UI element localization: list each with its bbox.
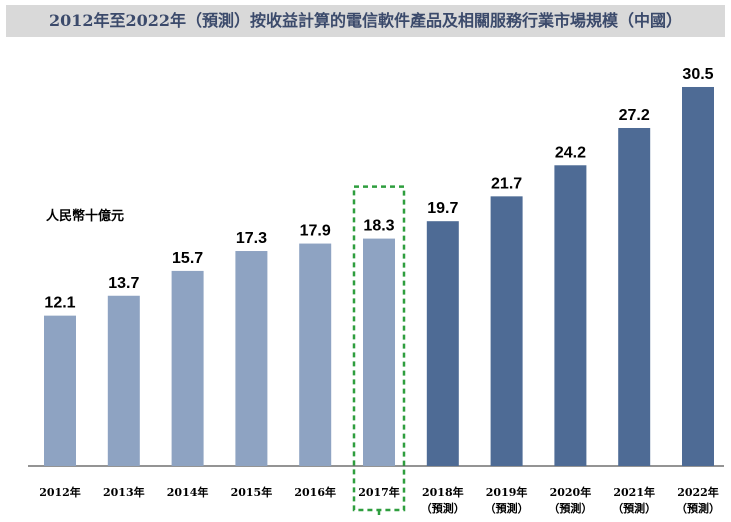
chart-title: 2012年至2022年（預測）按收益計算的電信軟件產品及相關服務行業市場規模（中… — [48, 11, 683, 30]
value-label-6: 19.7 — [427, 200, 458, 217]
x-tick-note-10: （預測） — [676, 501, 720, 515]
x-tick-10: 2022年 — [677, 485, 719, 499]
x-tick-7: 2019年 — [486, 485, 528, 499]
bar-4 — [299, 243, 332, 466]
x-tick-3: 2015年 — [231, 485, 273, 499]
bar-6 — [426, 221, 459, 466]
value-label-4: 17.9 — [300, 223, 331, 240]
value-label-0: 12.1 — [44, 295, 75, 312]
x-tick-5: 2017年 — [358, 485, 400, 499]
value-label-2: 15.7 — [172, 250, 203, 267]
x-tick-4: 2016年 — [294, 485, 336, 499]
x-tick-2: 2014年 — [167, 485, 209, 499]
bar-10 — [682, 86, 714, 466]
bar-8 — [554, 165, 587, 467]
bar-2 — [171, 270, 204, 466]
x-tick-note-7: （預測） — [485, 501, 529, 515]
value-label-1: 13.7 — [108, 275, 139, 292]
bar-7 — [490, 196, 523, 466]
bar-9 — [618, 127, 651, 467]
bar-1 — [107, 295, 140, 466]
x-tick-9: 2021年 — [613, 485, 655, 499]
unit-label: 人民幣十億元 — [46, 209, 125, 224]
value-label-8: 24.2 — [555, 144, 586, 161]
x-tick-0: 2012年 — [39, 485, 81, 499]
x-tick-note-9: （預測） — [612, 501, 656, 515]
value-label-9: 27.2 — [619, 107, 650, 124]
title-bar: 2012年至2022年（預測）按收益計算的電信軟件產品及相關服務行業市場規模（中… — [6, 5, 725, 37]
x-tick-1: 2013年 — [103, 485, 145, 499]
x-tick-note-6: （預測） — [421, 501, 465, 515]
bar-0 — [44, 315, 76, 466]
x-tick-6: 2018年 — [422, 485, 464, 499]
value-label-7: 21.7 — [491, 175, 522, 192]
value-label-5: 18.3 — [363, 218, 394, 235]
value-label-10: 30.5 — [682, 66, 713, 83]
x-tick-note-8: （預測） — [548, 501, 592, 515]
value-label-3: 17.3 — [236, 230, 267, 247]
bar-5 — [363, 238, 395, 466]
bar-3 — [235, 251, 268, 466]
x-tick-8: 2020年 — [550, 485, 592, 499]
